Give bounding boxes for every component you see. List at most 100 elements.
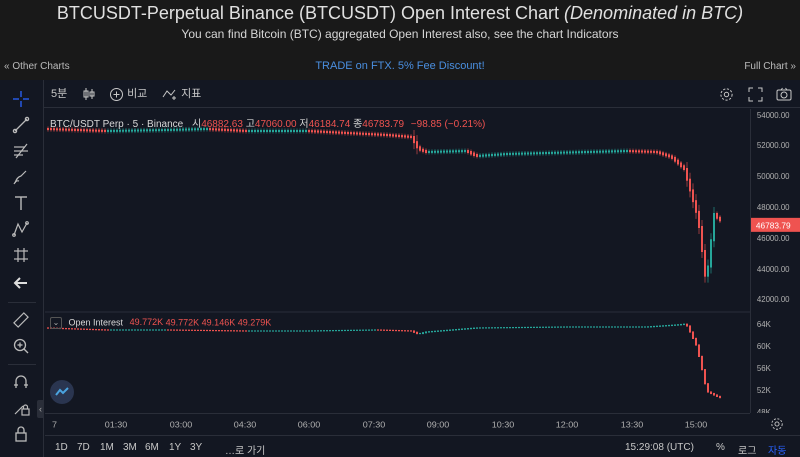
- oi-candle: [275, 330, 277, 332]
- time-tick: 7: [52, 420, 57, 430]
- oi-candle: [65, 327, 67, 330]
- oi-candle: [401, 330, 403, 332]
- price-axis[interactable]: 54000.00 52000.00 50000.00 48000.00 46000.00…: [750, 109, 800, 413]
- oi-candle: [113, 329, 115, 331]
- oi-candle: [536, 326, 538, 328]
- ruler-icon[interactable]: [11, 310, 31, 330]
- oi-candle: [95, 328, 97, 331]
- range-1d-button[interactable]: 1D: [55, 442, 68, 453]
- page-title-main: BTCUSDT-Perpetual Binance (BTCUSDT) Open…: [56, 3, 565, 23]
- oi-candle: [509, 327, 511, 329]
- magnet-icon[interactable]: [11, 372, 31, 392]
- lock-icon[interactable]: [11, 424, 31, 444]
- chart-canvas[interactable]: [45, 109, 750, 413]
- oi-candle: [362, 329, 364, 331]
- oi-candle: [137, 329, 139, 331]
- price-candle: [533, 152, 535, 155]
- oi-candle: [662, 325, 664, 327]
- zoom-in-icon[interactable]: [11, 336, 31, 356]
- price-candle: [596, 150, 598, 153]
- log-toggle[interactable]: 로그: [738, 446, 757, 457]
- oi-candle: [287, 330, 289, 332]
- measure-tool-icon[interactable]: [11, 245, 31, 265]
- oi-candle: [455, 329, 457, 331]
- low-value: 46184.74: [308, 119, 351, 130]
- oi-candle: [665, 325, 667, 327]
- oi-candle: [485, 327, 487, 329]
- oi-candle: [629, 326, 631, 328]
- price-candle: [521, 152, 523, 155]
- lock-drawing-icon[interactable]: [11, 398, 31, 418]
- arrow-left-icon[interactable]: [11, 273, 31, 293]
- price-candle: [587, 150, 589, 154]
- settings-button[interactable]: [719, 86, 734, 102]
- price-candle: [80, 129, 82, 132]
- oi-candle: [503, 327, 505, 329]
- trade-ftx-link[interactable]: TRADE on FTX. 5% Fee Discount!: [315, 60, 485, 72]
- oi-candle: [257, 330, 259, 332]
- utc-clock[interactable]: 15:29:08 (UTC): [625, 442, 694, 453]
- price-candle: [422, 148, 424, 152]
- collapse-indicator-button[interactable]: ⌄: [50, 317, 62, 329]
- full-chart-link[interactable]: Full Chart »: [744, 61, 796, 72]
- gear-icon: [771, 418, 783, 430]
- compare-button[interactable]: 비교: [109, 86, 147, 102]
- oi-candle: [473, 327, 475, 329]
- fullscreen-button[interactable]: [748, 86, 763, 102]
- price-candle: [209, 128, 211, 131]
- price-candle: [164, 129, 166, 132]
- other-charts-link[interactable]: « Other Charts: [4, 61, 70, 72]
- price-candle: [137, 129, 139, 132]
- time-axis[interactable]: 7 01:30 03:00 04:30 06:00 07:30 09:00 10:30 12:0…: [45, 413, 750, 433]
- oi-candle: [449, 329, 451, 331]
- price-candle: [194, 128, 196, 131]
- symbol-label[interactable]: BTC/USDT Perp · 5 · Binance: [50, 119, 184, 130]
- pattern-tool-icon[interactable]: [11, 219, 31, 239]
- crosshair-icon[interactable]: [11, 89, 31, 109]
- price-candle: [398, 134, 400, 138]
- oi-tick: 52K: [757, 386, 772, 395]
- price-candle: [83, 129, 85, 132]
- screenshot-button[interactable]: [776, 86, 792, 102]
- price-candle: [329, 131, 331, 134]
- oi-candle: [179, 329, 181, 331]
- interval-select[interactable]: 5분: [51, 88, 68, 100]
- price-candle: [605, 150, 607, 153]
- brush-icon[interactable]: [11, 167, 31, 187]
- auto-toggle[interactable]: 자동: [768, 446, 787, 457]
- range-7d-button[interactable]: 7D: [77, 442, 90, 453]
- range-6m-button[interactable]: 6M: [145, 442, 159, 453]
- trend-line-icon[interactable]: [11, 115, 31, 135]
- range-1m-button[interactable]: 1M: [100, 442, 114, 453]
- range-1y-button[interactable]: 1Y: [169, 442, 182, 453]
- oi-candle: [206, 329, 208, 332]
- price-candle: [401, 135, 403, 138]
- price-candle: [308, 130, 310, 133]
- tradingview-logo[interactable]: [50, 380, 74, 404]
- range-3m-button[interactable]: 3M: [123, 442, 137, 453]
- collapse-toolbar-button[interactable]: ‹: [37, 400, 44, 418]
- oi-candle: [653, 325, 655, 328]
- oi-candle: [398, 329, 400, 332]
- percent-toggle[interactable]: %: [716, 442, 725, 453]
- fib-tool-icon[interactable]: [11, 141, 31, 161]
- price-candle: [146, 129, 148, 132]
- oi-candle: [599, 326, 601, 328]
- price-candle: [548, 151, 550, 154]
- price-candle: [326, 130, 328, 134]
- price-candle: [563, 151, 565, 154]
- candle-style-button[interactable]: [82, 86, 96, 102]
- oi-candle: [170, 329, 172, 331]
- axis-settings-button[interactable]: [762, 414, 792, 434]
- range-3y-button[interactable]: 3Y: [190, 442, 203, 453]
- price-candle: [506, 152, 508, 156]
- oi-candle: [197, 329, 199, 331]
- price-candle: [494, 153, 496, 156]
- oi-name[interactable]: Open Interest: [68, 317, 124, 328]
- goto-date-button[interactable]: …로 가기: [225, 446, 266, 457]
- price-candle: [266, 130, 268, 132]
- text-tool-icon[interactable]: [11, 193, 31, 213]
- price-candle: [350, 132, 352, 135]
- indicators-button[interactable]: 지표: [162, 86, 201, 102]
- price-candle: [629, 150, 631, 153]
